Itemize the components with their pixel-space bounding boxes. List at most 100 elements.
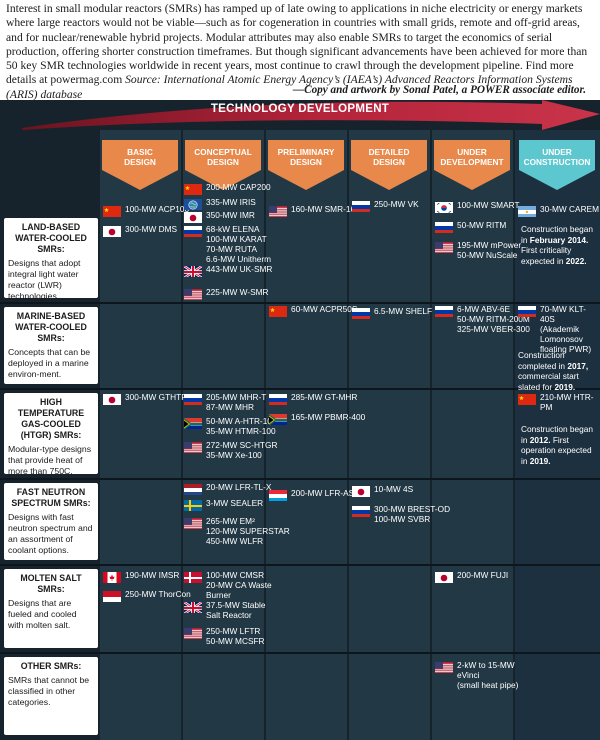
reactor-entry: 190-MW IMSR: [103, 570, 179, 583]
reactor-name: 285-MW GT-MHR: [291, 392, 358, 402]
note-text: First criticality expected in: [521, 245, 572, 266]
reactor-name: 300-MW GTHTR300: [125, 392, 202, 402]
intro-source: Source: International Atomic Energy Agen…: [6, 73, 573, 101]
reactor-entry: 100-MW ACP100: [103, 204, 189, 217]
row-divider: [0, 302, 600, 304]
reactor-entry: 50-MW RITM: [435, 220, 506, 233]
reactor-name: 250-MW VK: [374, 199, 419, 209]
reactor-entry: 200-MW CAP200: [184, 182, 271, 195]
reactor-entry: 272-MW SC-HTGR 35-MW Xe-100: [184, 440, 277, 460]
reactor-entry: 100-MW CMSR 20-MW CA Waste Burner: [184, 570, 272, 600]
reactor-name: 350-MW IMR: [206, 210, 255, 220]
reactor-name: 200-MW LFR-AS: [291, 488, 355, 498]
reactor-name: 160-MW SMR-160: [291, 204, 360, 214]
note-text: Construction began in: [521, 424, 593, 445]
reactor-name: 50-MW RITM: [457, 220, 507, 230]
reactor-name: 190-MW IMSR: [125, 570, 180, 580]
reactor-entry: 265-MW EM² 120-MW SUPERSTAR 450-MW WLFR: [184, 516, 290, 546]
reactor-name: 272-MW SC-HTGR 35-MW Xe-100: [206, 440, 278, 460]
reactor-entry: 285-MW GT-MHR: [269, 392, 357, 405]
arrow-title: TECHNOLOGY DEVELOPMENT: [210, 103, 390, 115]
row-divider: [0, 652, 600, 654]
flag-ru-icon: [435, 221, 453, 233]
row-label-land-based: LAND-BASED WATER-COOLED SMRs: Designs th…: [4, 218, 98, 301]
note-date: 2019.: [554, 381, 576, 392]
reactor-entry: 200-MW LFR-AS: [269, 488, 354, 501]
stage-label: BASIC DESIGN: [124, 147, 156, 167]
row-title: LAND-BASED WATER-COOLED SMRs:: [15, 222, 87, 254]
reactor-entry: 68-kW ELENA 100-MW KARAT 70-MW RUTA 6.6-…: [184, 224, 271, 264]
reactor-name: 165-MW PBMR-400: [291, 412, 366, 422]
reactor-name: 250-MW ThorCon: [125, 589, 191, 599]
flag-nl-icon: [184, 483, 202, 495]
row-description: SMRs that cannot be classified in other …: [8, 675, 90, 707]
reactor-name: 250-MW LFTR 50-MW MCSFR: [206, 626, 265, 646]
column-preliminary: [266, 130, 347, 740]
reactor-entry: 300-MW DMS: [103, 224, 177, 237]
reactor-entry: 335-MW IRIS: [184, 197, 256, 210]
reactor-entry: 6.5-MW SHELF: [352, 306, 432, 319]
reactor-name: 265-MW EM² 120-MW SUPERSTAR 450-MW WLFR: [206, 516, 290, 546]
reactor-name: 225-MW W-SMR: [206, 287, 269, 297]
flag-id-icon: [103, 590, 121, 602]
reactor-name: 6-MW ABV-6E 50-MW RITM-200M 325-MW VBER-…: [457, 304, 530, 334]
row-divider: [0, 564, 600, 566]
reactor-entry: 6-MW ABV-6E 50-MW RITM-200M 325-MW VBER-…: [435, 304, 530, 334]
flag-jp-icon: [184, 211, 202, 223]
flag-jp-icon: [103, 225, 121, 237]
flag-kr-icon: [435, 201, 453, 213]
reactor-entry: 30-MW CAREM: [518, 204, 599, 217]
row-divider: [0, 388, 600, 390]
column-basic: [100, 130, 181, 740]
reactor-entry: 60-MW ACPR50S: [269, 304, 357, 317]
reactor-name: 300-MW BREST-OD 100-MW SVBR: [374, 504, 451, 524]
flag-ru-icon: [435, 305, 453, 317]
reactor-name: 335-MW IRIS: [206, 197, 256, 207]
reactor-name: 205-MW MHR-T 87-MW MHR: [206, 392, 267, 412]
column-under-construction: [515, 130, 600, 740]
note-text: First operation expected in: [521, 434, 592, 466]
note-text: Construction began in: [521, 224, 593, 245]
technology-development-arrow: [22, 100, 600, 130]
stage-detailed-design: DETAILED DESIGN: [349, 140, 429, 192]
stage-under-construction: UNDER CONSTRUCTION: [517, 140, 597, 192]
reactor-name: 200-MW CAP200: [206, 182, 271, 192]
reactor-name: 20-MW LFR-TL-X: [206, 482, 272, 492]
flag-jp-icon: [435, 571, 453, 583]
row-title: OTHER SMRs:: [20, 661, 82, 671]
row-title: MOLTEN SALT SMRs:: [20, 573, 82, 594]
stage-label: DETAILED DESIGN: [368, 147, 410, 167]
reactor-entry: 37.5-MW Stable Salt Reactor: [184, 600, 265, 620]
note-date: 2017,: [567, 360, 589, 371]
stage-basic-design: BASIC DESIGN: [100, 140, 180, 192]
flag-se-icon: [184, 499, 202, 511]
row-label-htgr: HIGH TEMPERATURE GAS-COOLED (HTGR) SMRs:…: [4, 393, 98, 476]
reactor-entry: 200-MW FUJI: [435, 570, 508, 583]
reactor-name: 100-MW CMSR 20-MW CA Waste Burner: [206, 570, 272, 600]
note-date: 2022.: [565, 255, 587, 266]
reactor-name: 3-MW SEALER: [206, 498, 264, 508]
row-title: MARINE-BASED WATER-COOLED SMRs:: [15, 311, 87, 343]
note-text: Construction completed in: [518, 350, 568, 371]
reactor-entry: 250-MW VK: [352, 199, 419, 212]
flag-intl-icon: [184, 198, 202, 210]
flag-ar-icon: [518, 205, 536, 217]
stage-label: CONCEPTUAL DESIGN: [194, 147, 252, 167]
reactor-name: 100-MW SMART: [457, 200, 520, 210]
reactor-name: 68-kW ELENA 100-MW KARAT 70-MW RUTA 6.6-…: [206, 224, 272, 264]
reactor-entry: 250-MW LFTR 50-MW MCSFR: [184, 626, 265, 646]
flag-ru-icon: [352, 505, 370, 517]
flag-us-icon: [184, 441, 202, 453]
flag-cn-icon: [103, 205, 121, 217]
reactor-entry: 300-MW BREST-OD 100-MW SVBR: [352, 504, 450, 524]
flag-za-icon: [269, 413, 287, 425]
flag-us-icon: [184, 627, 202, 639]
flag-cn-icon: [518, 393, 536, 405]
credit-line: —Copy and artwork by Sonal Patel, a POWE…: [292, 84, 586, 96]
reactor-name: 300-MW DMS: [125, 224, 178, 234]
note-date: 2019.: [529, 455, 551, 466]
reactor-name: 195-MW mPower 50-MW NuScale: [457, 240, 522, 260]
reactor-entry: 250-MW ThorCon: [103, 589, 191, 602]
column-detailed: [349, 130, 430, 740]
intro-text: Interest in small modular reactors (SMRs…: [6, 2, 588, 87]
